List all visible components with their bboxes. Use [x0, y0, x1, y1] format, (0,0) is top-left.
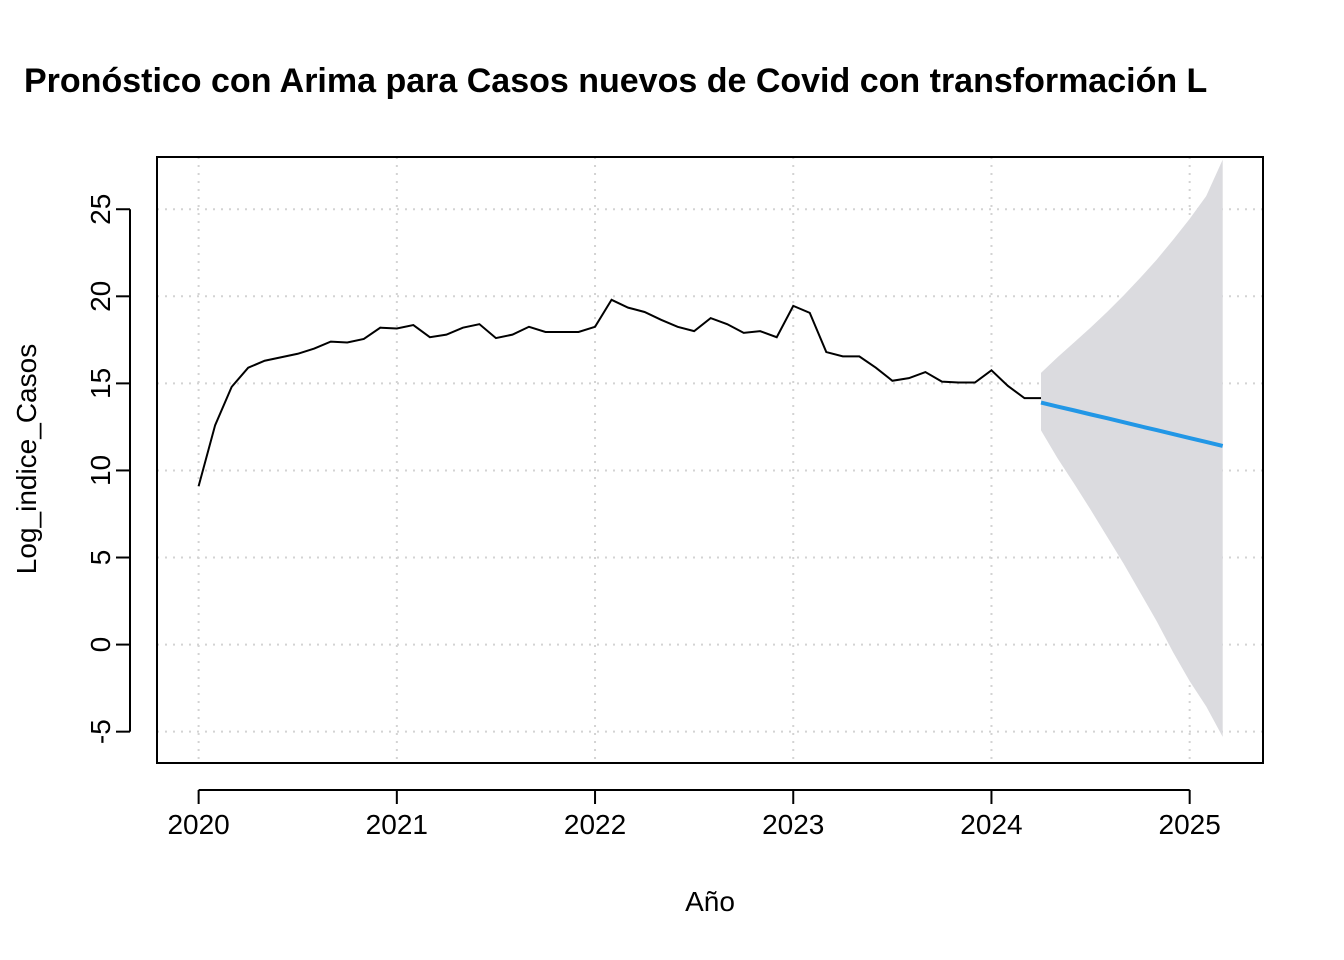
y-tick-label: 15 — [85, 368, 116, 399]
prediction-interval-band — [1041, 159, 1223, 737]
forecast-series-line — [1040, 400, 1224, 448]
chart-title: Pronóstico con Arima para Casos nuevos d… — [24, 62, 1207, 100]
y-tick-label: 0 — [85, 637, 116, 653]
y-tick-label: -5 — [85, 719, 116, 744]
x-tick-label: 2022 — [564, 809, 626, 840]
x-tick-label: 2021 — [366, 809, 428, 840]
y-axis-label: Log_indice_Casos — [11, 344, 42, 574]
y-tick-label: 20 — [85, 281, 116, 312]
grid-lines — [157, 157, 1263, 763]
plot-frame — [156, 156, 1264, 764]
x-tick-label: 2024 — [960, 809, 1022, 840]
y-tick-label: 25 — [85, 194, 116, 225]
x-tick-label: 2023 — [762, 809, 824, 840]
x-tick-label: 2025 — [1159, 809, 1221, 840]
y-axis: -5 0 5 10 15 20 25 — [85, 194, 131, 744]
x-axis-label: Año — [685, 886, 735, 917]
y-tick-label: 10 — [85, 455, 116, 486]
observed-series-line — [197, 298, 1042, 487]
y-tick-label: 5 — [85, 550, 116, 566]
x-tick-label: 2020 — [167, 809, 229, 840]
x-axis: 2020 2021 2022 2023 2024 2025 — [167, 789, 1221, 840]
